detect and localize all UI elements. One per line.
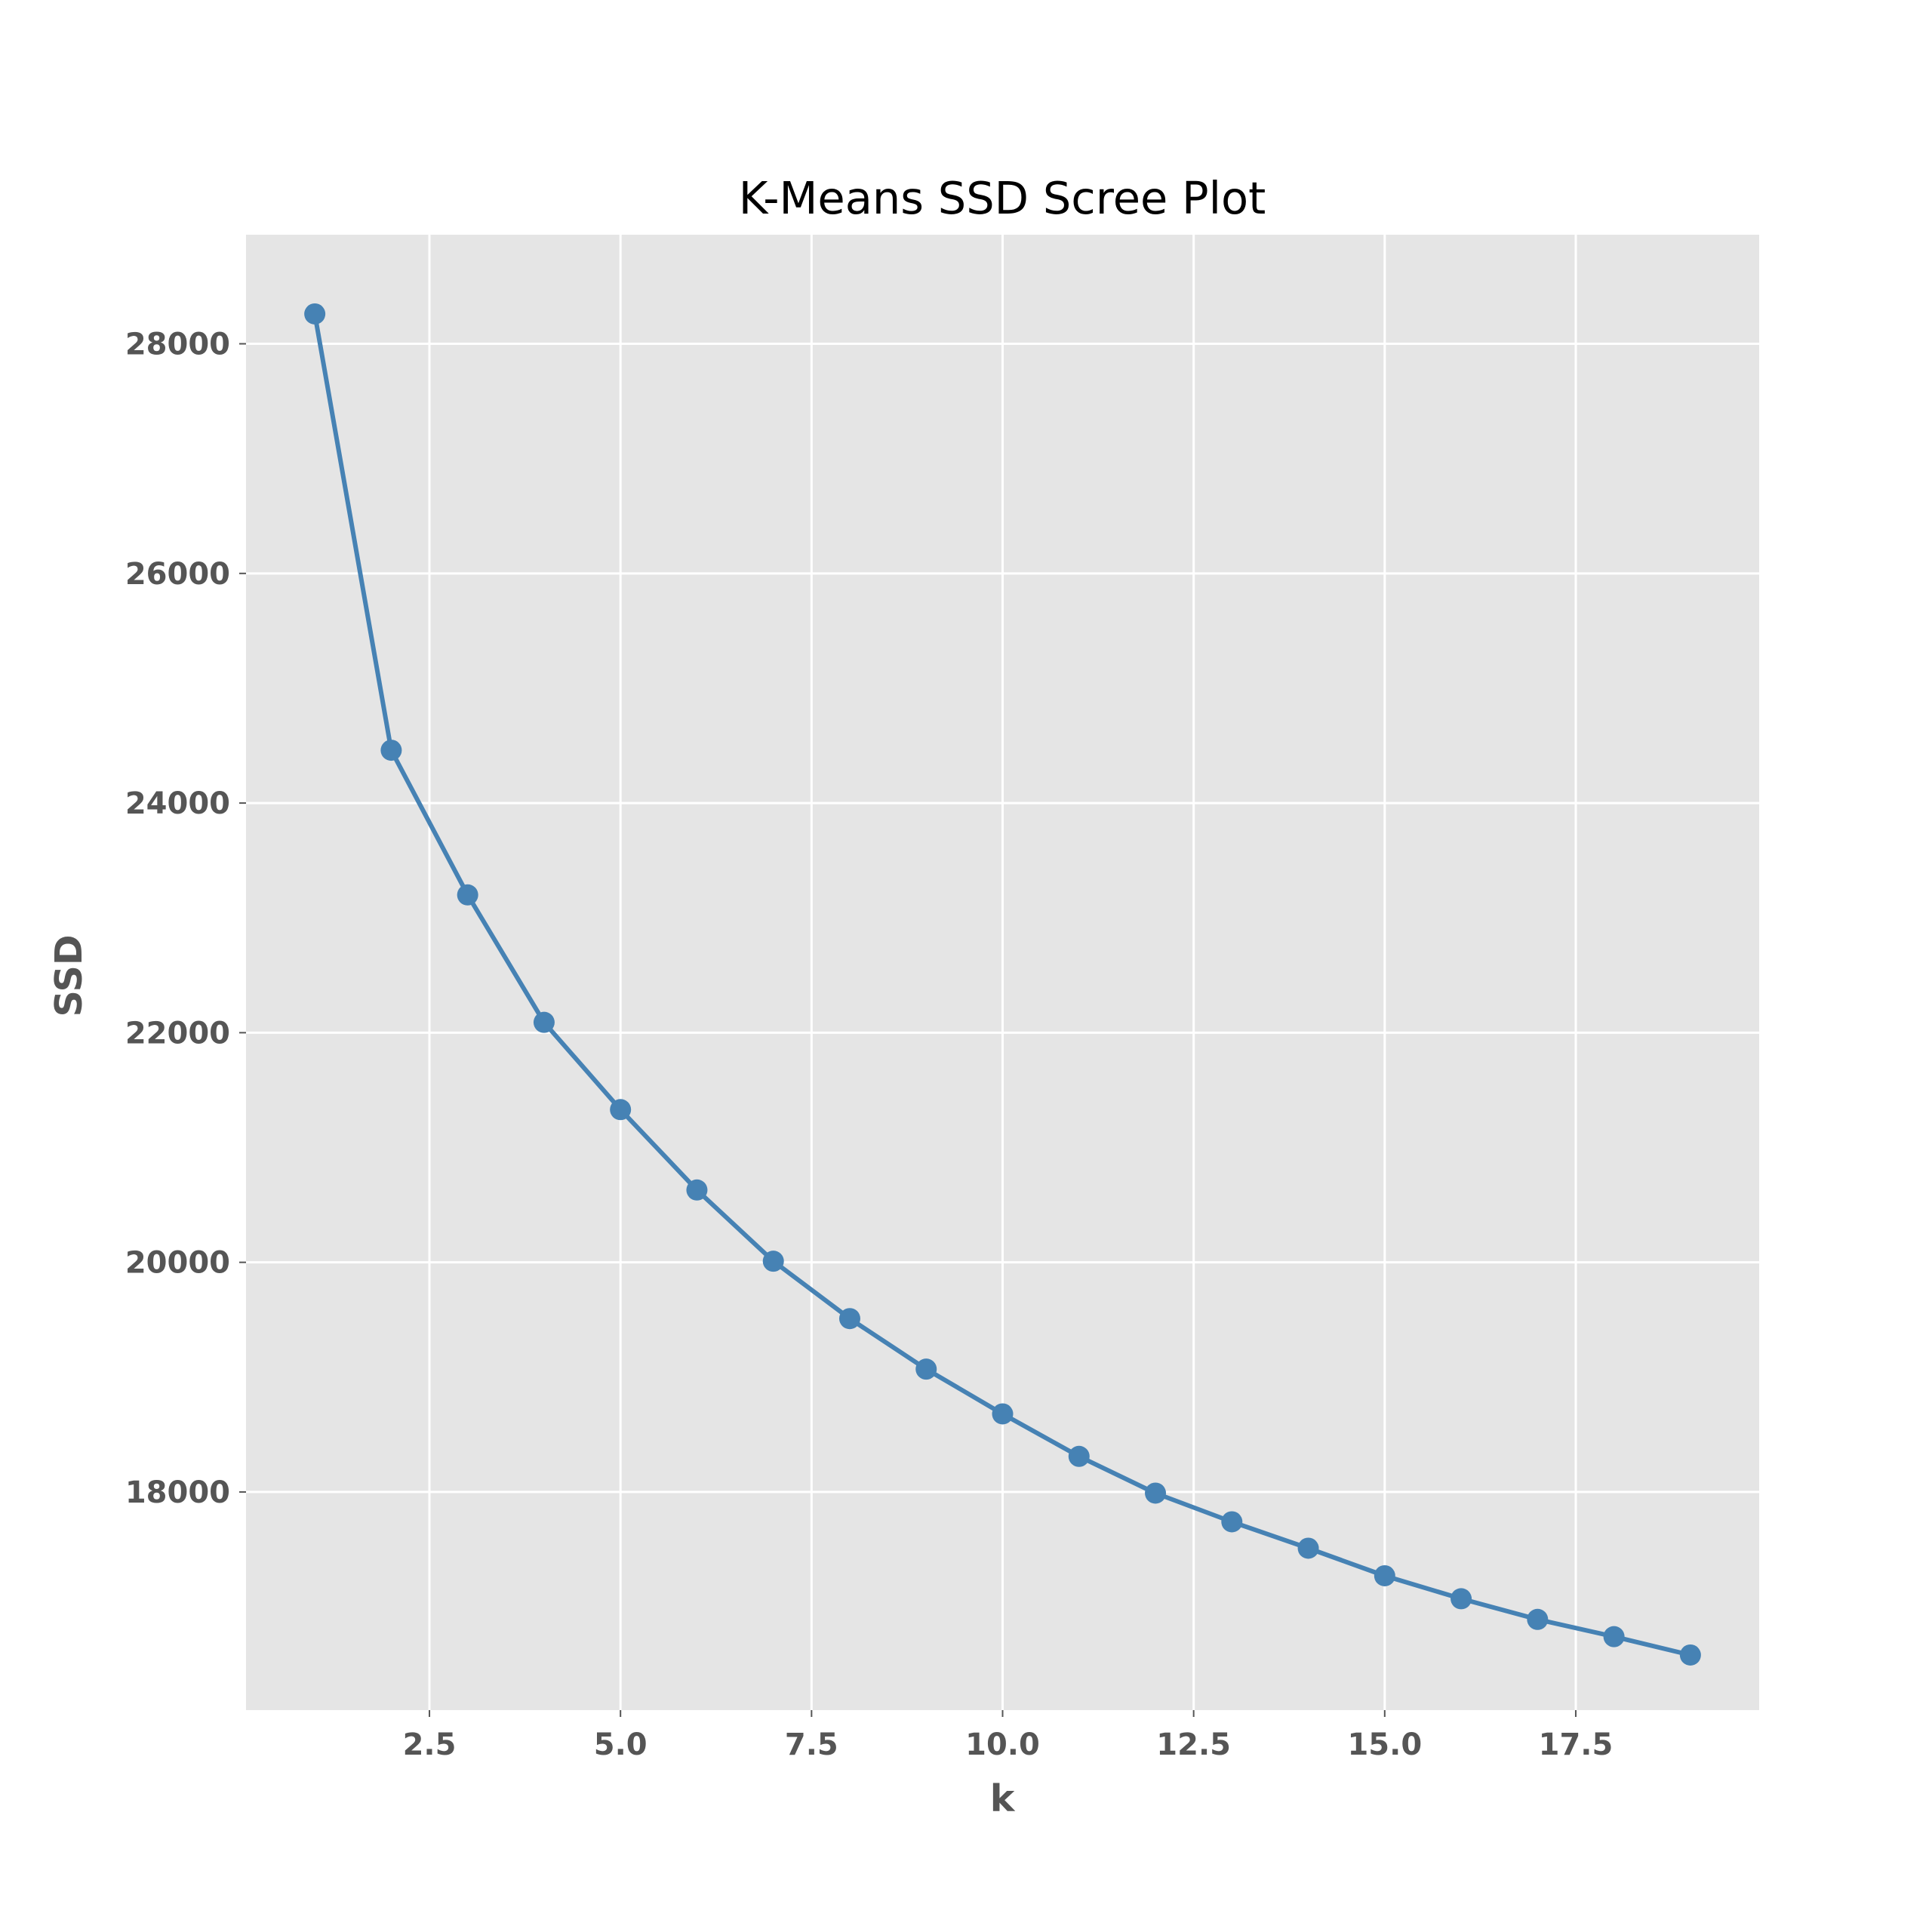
grid-lines [246,235,1759,1710]
y-tick-label: 26000 [125,557,230,592]
y-tick-label: 28000 [125,328,230,362]
data-point [686,1179,708,1201]
x-tick-label: 12.5 [1156,1727,1231,1762]
data-point [610,1099,632,1121]
data-point [1374,1564,1395,1586]
x-tick-label: 15.0 [1347,1727,1422,1762]
series-points [304,303,1701,1666]
x-tick-label: 5.0 [594,1727,648,1762]
data-point [1145,1482,1167,1504]
data-point [1603,1626,1625,1647]
data-point [1451,1588,1472,1610]
y-tick-label: 18000 [125,1475,230,1510]
data-point [992,1403,1014,1425]
y-tick-label: 22000 [125,1016,230,1051]
data-point [762,1251,784,1272]
data-point [1679,1644,1701,1666]
data-point [915,1358,937,1380]
x-tick-label: 17.5 [1539,1727,1614,1762]
tick-labels: 2.5 5.0 7.5 10.0 12.5 15.0 17.5 18000 20000 22000… [125,328,1613,1762]
data-point [1221,1511,1243,1533]
x-tick-label: 10.0 [965,1727,1040,1762]
y-tick-label: 24000 [125,786,230,821]
data-point [1068,1445,1090,1467]
y-tick-label: 20000 [125,1246,230,1281]
x-tick-label: 7.5 [785,1727,838,1762]
x-axis-label: k [990,1777,1016,1820]
data-point [1527,1608,1549,1630]
chart-title: K-Means SSD Scree Plot [739,172,1266,224]
x-tick-label: 2.5 [403,1727,457,1762]
data-point [1297,1537,1319,1559]
data-point [838,1308,860,1330]
y-axis-label: SSD [48,934,91,1017]
data-point [380,740,402,761]
data-point [457,884,478,906]
data-point [304,303,326,325]
data-point [533,1011,555,1033]
